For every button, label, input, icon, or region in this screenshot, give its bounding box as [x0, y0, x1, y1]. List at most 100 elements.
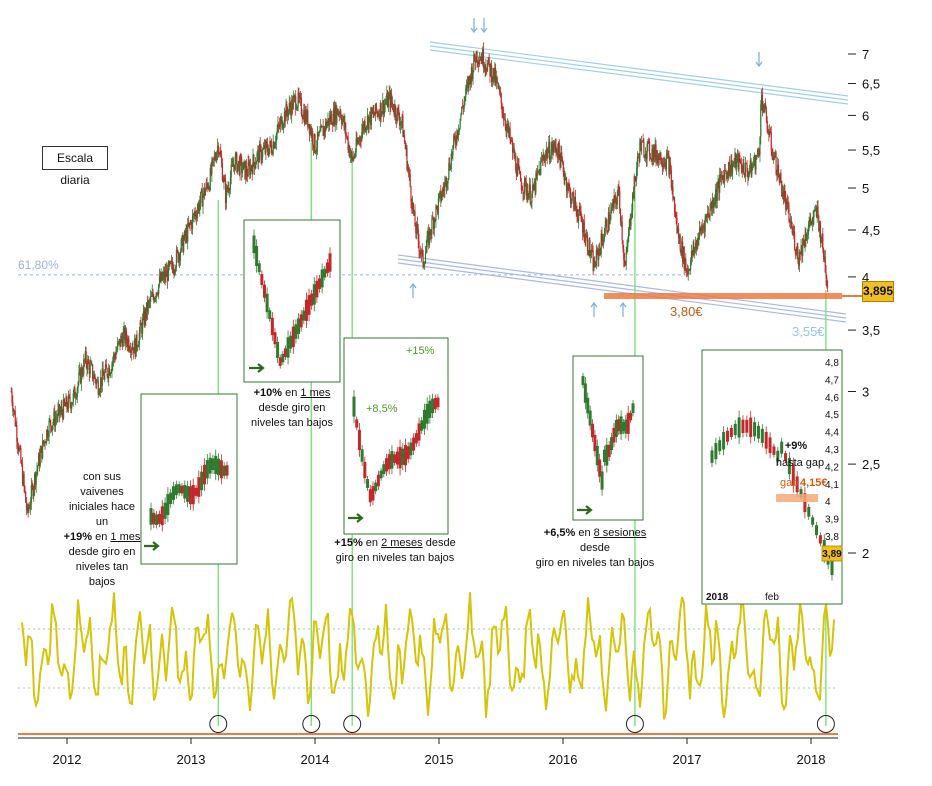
- candle-body: [495, 77, 498, 84]
- candle-body: [816, 206, 818, 217]
- candle-body: [66, 397, 68, 408]
- candle-body: [274, 144, 276, 149]
- inset-candle-body: [160, 506, 164, 526]
- candle-body: [58, 404, 61, 415]
- inset-candle-body: [183, 484, 187, 499]
- candle-body: [724, 170, 726, 172]
- candle-body: [588, 239, 590, 256]
- inset-y-tick-label: 4: [825, 497, 831, 508]
- candle-body: [265, 141, 267, 153]
- candle-body: [275, 133, 277, 143]
- inset-candle-body: [385, 458, 389, 472]
- candle-body: [656, 155, 658, 160]
- candle-body: [445, 178, 448, 188]
- candle-body: [826, 277, 828, 286]
- candle-body: [539, 169, 541, 175]
- candle-body: [316, 131, 319, 148]
- candle-body: [15, 425, 17, 427]
- candle-body: [99, 390, 101, 394]
- annotation-2014: +10% en 1 mes desde giro en niveles tan …: [244, 386, 340, 431]
- candle-body: [655, 144, 657, 160]
- candle-body: [149, 300, 151, 302]
- candle-body: [100, 377, 103, 387]
- candle-body: [633, 176, 635, 199]
- candle-body: [600, 233, 602, 255]
- x-tick-label: 2017: [673, 752, 702, 767]
- candle-body: [87, 359, 89, 370]
- candle-body: [129, 349, 131, 351]
- candle-body: [126, 340, 128, 347]
- candle-body: [411, 201, 413, 210]
- candle-body: [36, 469, 38, 473]
- candle-body: [484, 65, 486, 70]
- candle-body: [399, 122, 402, 126]
- candle-body: [26, 506, 28, 510]
- candle-body: [432, 219, 435, 229]
- candle-body: [770, 132, 772, 151]
- candle-body: [260, 146, 262, 160]
- inset-candle-body: [205, 460, 209, 479]
- candle-body: [638, 156, 640, 161]
- candle-body: [225, 186, 228, 204]
- candle-body: [798, 251, 801, 266]
- candle-body: [306, 110, 308, 122]
- channel-touch-arrow: [480, 18, 488, 34]
- inset-candle-body: [619, 416, 623, 435]
- candle-body: [715, 189, 717, 201]
- candle-body: [527, 190, 529, 200]
- inset-arrow-icon: [577, 505, 593, 515]
- candle-body: [140, 322, 142, 326]
- candle-body: [274, 142, 277, 145]
- candle-body: [727, 172, 729, 179]
- support-label: 3,80€: [670, 304, 703, 319]
- candle-body: [750, 160, 752, 175]
- candle-body: [155, 292, 157, 298]
- inset-candle-body: [749, 417, 753, 438]
- candle-body: [183, 231, 186, 240]
- candle-body: [167, 262, 169, 281]
- candle-body: [133, 339, 136, 354]
- candle-body: [652, 148, 654, 162]
- inset-candle-body: [219, 460, 223, 479]
- candle-body: [73, 387, 75, 394]
- candle-body: [793, 231, 795, 233]
- candle-body: [445, 178, 447, 183]
- candle-body: [28, 507, 30, 511]
- inset-candle-body: [320, 269, 324, 288]
- candle-body: [769, 131, 771, 136]
- inset-candle-body: [257, 263, 261, 273]
- candle-body: [60, 406, 62, 412]
- candle-body: [257, 149, 259, 154]
- candle-body: [708, 215, 710, 218]
- candle-body: [545, 149, 547, 155]
- candle-body: [86, 364, 88, 370]
- candle-body: [364, 121, 366, 131]
- candle-body: [75, 397, 78, 399]
- candle-body: [266, 144, 269, 152]
- candle-body: [681, 241, 683, 255]
- candle-body: [363, 121, 365, 131]
- candle-body: [342, 116, 344, 120]
- candle-body: [264, 145, 266, 153]
- candle-body: [663, 163, 665, 165]
- candle-body: [10, 391, 12, 393]
- candle-body: [785, 201, 788, 210]
- inset-candle-body: [174, 484, 178, 496]
- candle-body: [343, 116, 345, 128]
- candle-body: [738, 155, 740, 170]
- candle-body: [195, 216, 198, 218]
- candle-body: [792, 231, 794, 234]
- candle-body: [219, 151, 221, 154]
- candle-body: [83, 359, 85, 375]
- inset-candle-body: [600, 471, 604, 490]
- candle-body: [797, 245, 799, 260]
- candle-body: [503, 114, 505, 120]
- candle-body: [820, 242, 822, 244]
- candle-body: [164, 270, 166, 280]
- candle-body: [604, 225, 606, 236]
- candle-body: [27, 506, 29, 511]
- candle-body: [334, 105, 336, 125]
- candle-body: [747, 171, 749, 179]
- candle-body: [518, 164, 520, 171]
- inset-candle-body: [180, 485, 184, 494]
